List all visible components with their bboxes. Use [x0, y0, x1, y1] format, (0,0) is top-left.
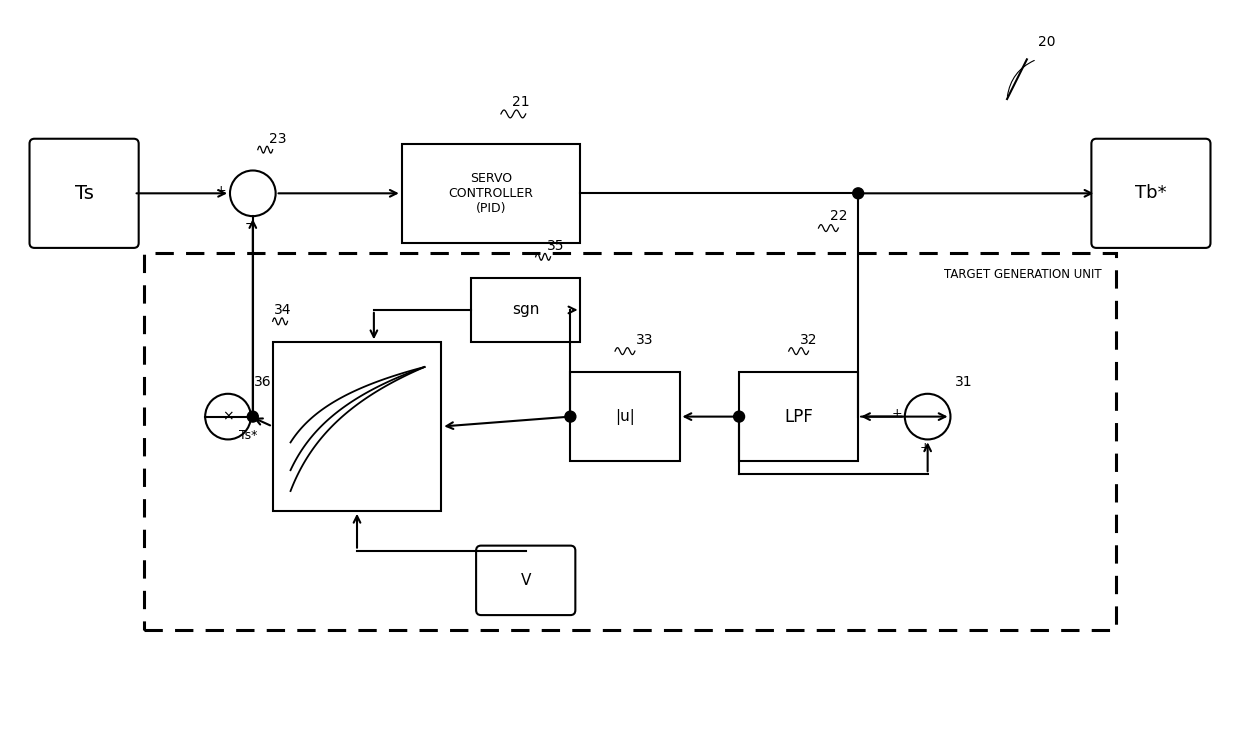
- FancyBboxPatch shape: [144, 253, 1116, 630]
- Circle shape: [853, 188, 863, 199]
- Text: Ts: Ts: [74, 184, 93, 203]
- Text: 33: 33: [636, 333, 653, 347]
- FancyBboxPatch shape: [570, 372, 680, 461]
- FancyBboxPatch shape: [471, 277, 580, 342]
- Text: −: −: [244, 218, 255, 231]
- FancyBboxPatch shape: [739, 372, 858, 461]
- Circle shape: [247, 411, 258, 422]
- Text: SERVO
CONTROLLER
(PID): SERVO CONTROLLER (PID): [449, 172, 533, 214]
- FancyBboxPatch shape: [402, 143, 580, 243]
- Text: +: +: [919, 441, 930, 455]
- FancyBboxPatch shape: [30, 139, 139, 248]
- Circle shape: [565, 411, 575, 422]
- Text: sgn: sgn: [512, 302, 539, 318]
- Text: 36: 36: [254, 375, 272, 389]
- Text: 22: 22: [830, 209, 847, 223]
- Text: 21: 21: [512, 95, 529, 109]
- Text: 35: 35: [547, 239, 564, 253]
- Text: |u|: |u|: [615, 408, 635, 425]
- Text: V: V: [521, 573, 531, 588]
- Text: Tb*: Tb*: [1135, 184, 1167, 202]
- Text: TARGET GENERATION UNIT: TARGET GENERATION UNIT: [944, 268, 1101, 281]
- Text: LPF: LPF: [784, 408, 813, 425]
- FancyBboxPatch shape: [476, 545, 575, 615]
- Text: 20: 20: [1038, 35, 1055, 50]
- Text: 32: 32: [800, 333, 817, 347]
- FancyBboxPatch shape: [273, 342, 441, 511]
- Circle shape: [734, 411, 744, 422]
- Text: 23: 23: [269, 132, 286, 146]
- Text: +: +: [892, 407, 901, 420]
- Text: ×: ×: [222, 410, 234, 424]
- Text: 31: 31: [956, 375, 973, 389]
- Text: Ts*: Ts*: [238, 428, 257, 441]
- Text: 34: 34: [274, 303, 291, 318]
- Text: +: +: [216, 184, 226, 197]
- FancyBboxPatch shape: [1091, 139, 1210, 248]
